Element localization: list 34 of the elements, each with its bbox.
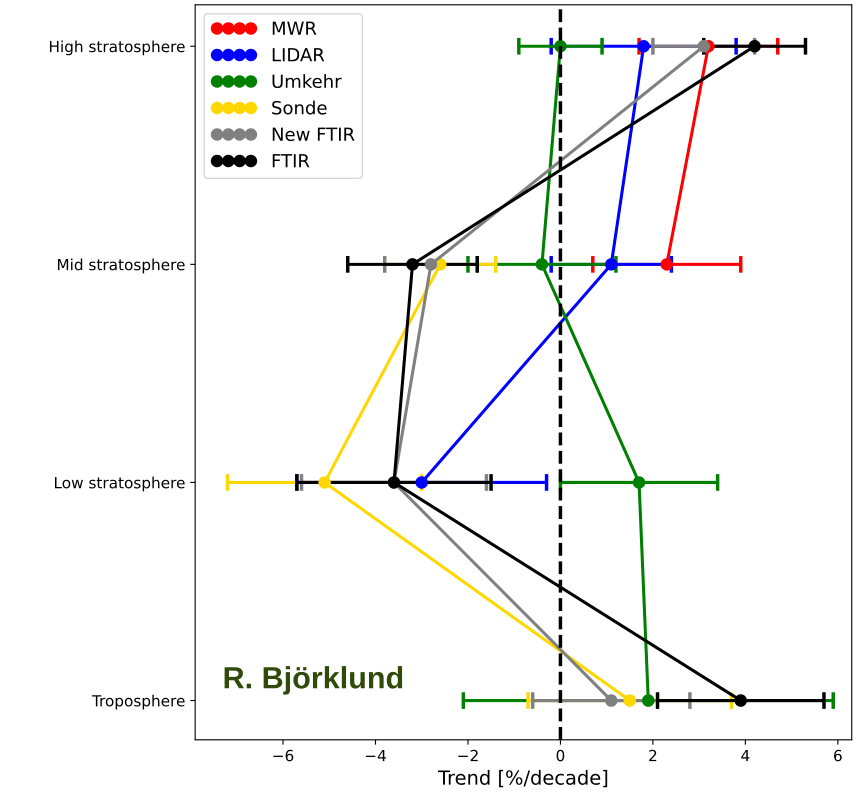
legend-label: FTIR [272, 154, 310, 168]
point [642, 694, 655, 707]
legend-label: MWR [272, 22, 316, 35]
y-tick-label: Low stratosphere [54, 476, 185, 492]
x-tick-label: 2 [649, 750, 656, 762]
point [406, 258, 419, 271]
legend-label: LIDAR [272, 48, 324, 62]
point [698, 40, 710, 53]
point [415, 476, 428, 489]
y-tick-label: Mid stratosphere [58, 258, 185, 274]
point [605, 258, 618, 271]
legend-label: Sonde [272, 100, 327, 115]
x-tick-label: 4 [741, 750, 750, 762]
point [660, 258, 674, 271]
point [318, 476, 331, 489]
legend-label: New FTIR [272, 128, 355, 142]
annotation: R. Björklund [224, 666, 402, 695]
x-tick-label: 6 [834, 750, 842, 762]
y-tick-label: High stratosphere [50, 40, 185, 56]
x-tick-label: −4 [366, 750, 386, 762]
point [605, 694, 618, 707]
x-tick-label: −2 [458, 750, 478, 762]
x-axis-title: Trend [%/decade] [438, 770, 608, 788]
point [748, 40, 761, 53]
point [536, 258, 548, 271]
x-tick-label: −6 [273, 750, 294, 762]
legend-label: Umkehr [272, 74, 342, 88]
point [624, 694, 636, 707]
x-tick-label: 0 [556, 750, 564, 762]
point [632, 476, 646, 489]
y-tick-label: Troposphere [92, 694, 185, 710]
point [637, 40, 650, 53]
point [734, 694, 748, 707]
point [424, 258, 438, 271]
